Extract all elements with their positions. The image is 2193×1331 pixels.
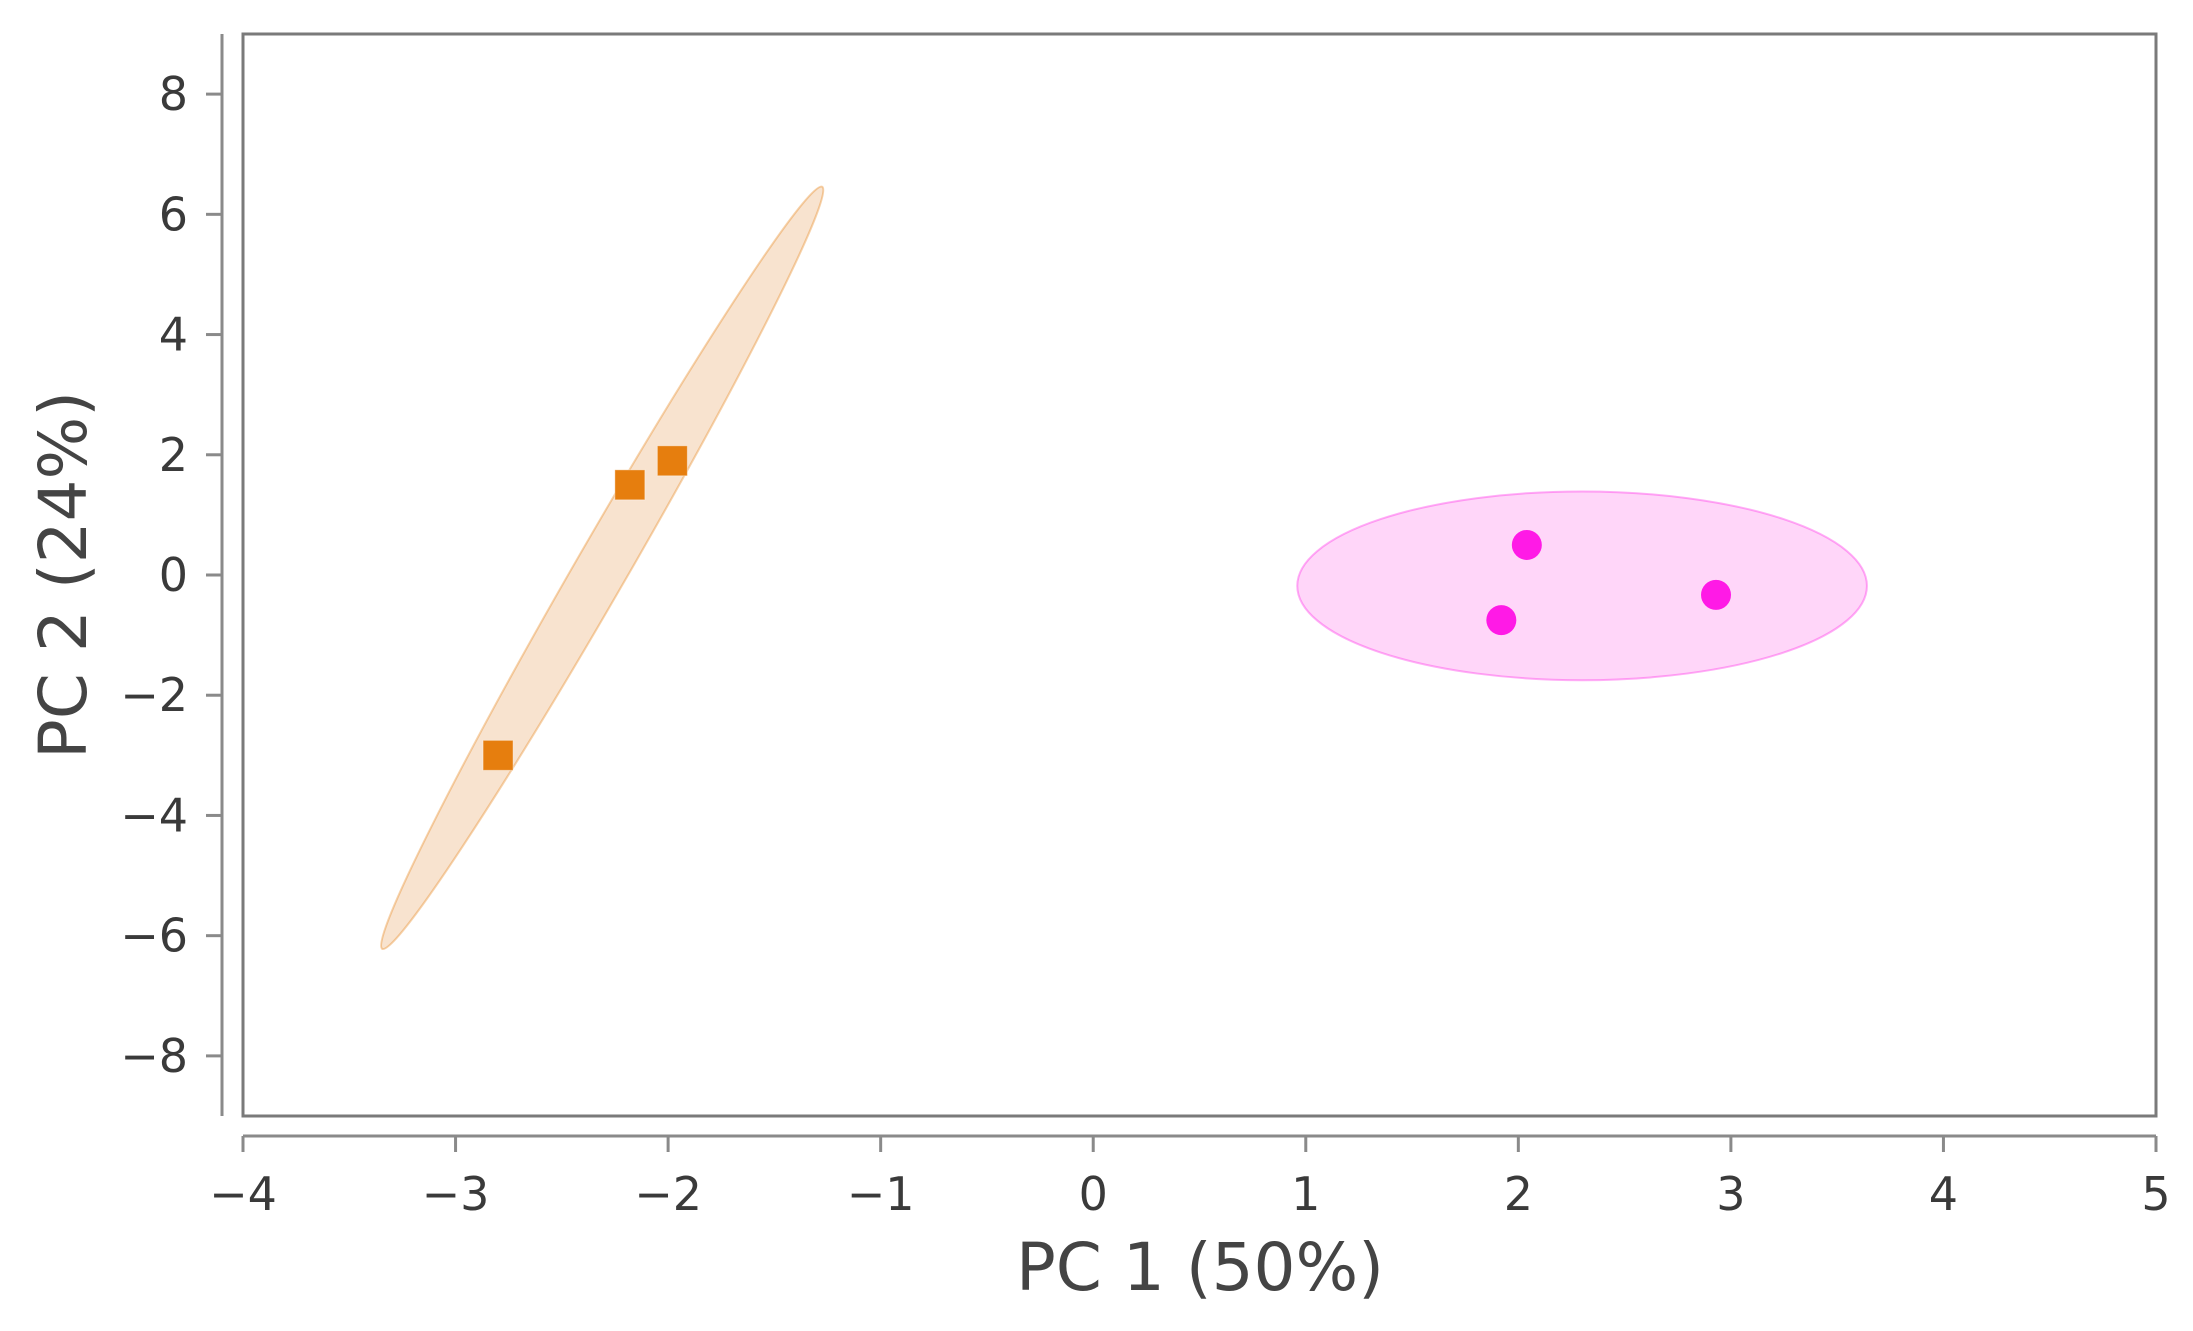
x-tick-label: −3: [422, 1167, 490, 1221]
x-tick-label: 1: [1291, 1167, 1320, 1221]
y-tick-label: −4: [120, 788, 188, 842]
x-tick-label: −2: [634, 1167, 702, 1221]
x-tick-label: 4: [1929, 1167, 1958, 1221]
x-tick-label: −1: [847, 1167, 915, 1221]
x-tick-label: 2: [1504, 1167, 1533, 1221]
circle-point: [1511, 529, 1542, 560]
y-tick-label: −2: [120, 668, 188, 722]
y-tick-label: 4: [159, 308, 188, 362]
data-points: [482, 445, 1732, 771]
square-point: [614, 469, 646, 501]
y-tick-label: 6: [159, 187, 188, 241]
y-tick-label: −6: [120, 909, 188, 963]
plot-frame: [241, 32, 2158, 1118]
x-axis-ticks: −4 −3 −2 −1 0 1 2 3 4 5: [209, 1136, 2171, 1221]
y-tick-label: 8: [159, 67, 188, 121]
x-tick-label: 3: [1716, 1167, 1745, 1221]
square-point: [482, 739, 514, 771]
x-axis-label: PC 1 (50%): [1016, 1229, 1384, 1306]
confidence-ellipse-2: [1296, 490, 1868, 682]
x-tick-label: 0: [1079, 1167, 1108, 1221]
square-point: [656, 445, 688, 477]
circle-point: [1701, 579, 1732, 610]
y-tick-label: 2: [159, 428, 188, 482]
circle-point: [1486, 605, 1517, 636]
x-tick-label: −4: [209, 1167, 277, 1221]
y-tick-label: 0: [159, 548, 188, 602]
y-axis-ticks: 8 6 4 2 0 −2 −4 −6 −8: [120, 67, 222, 1083]
x-tick-label: 5: [2141, 1167, 2170, 1221]
y-tick-label: −8: [120, 1029, 188, 1083]
y-axis-label: PC 2 (24%): [25, 391, 102, 759]
